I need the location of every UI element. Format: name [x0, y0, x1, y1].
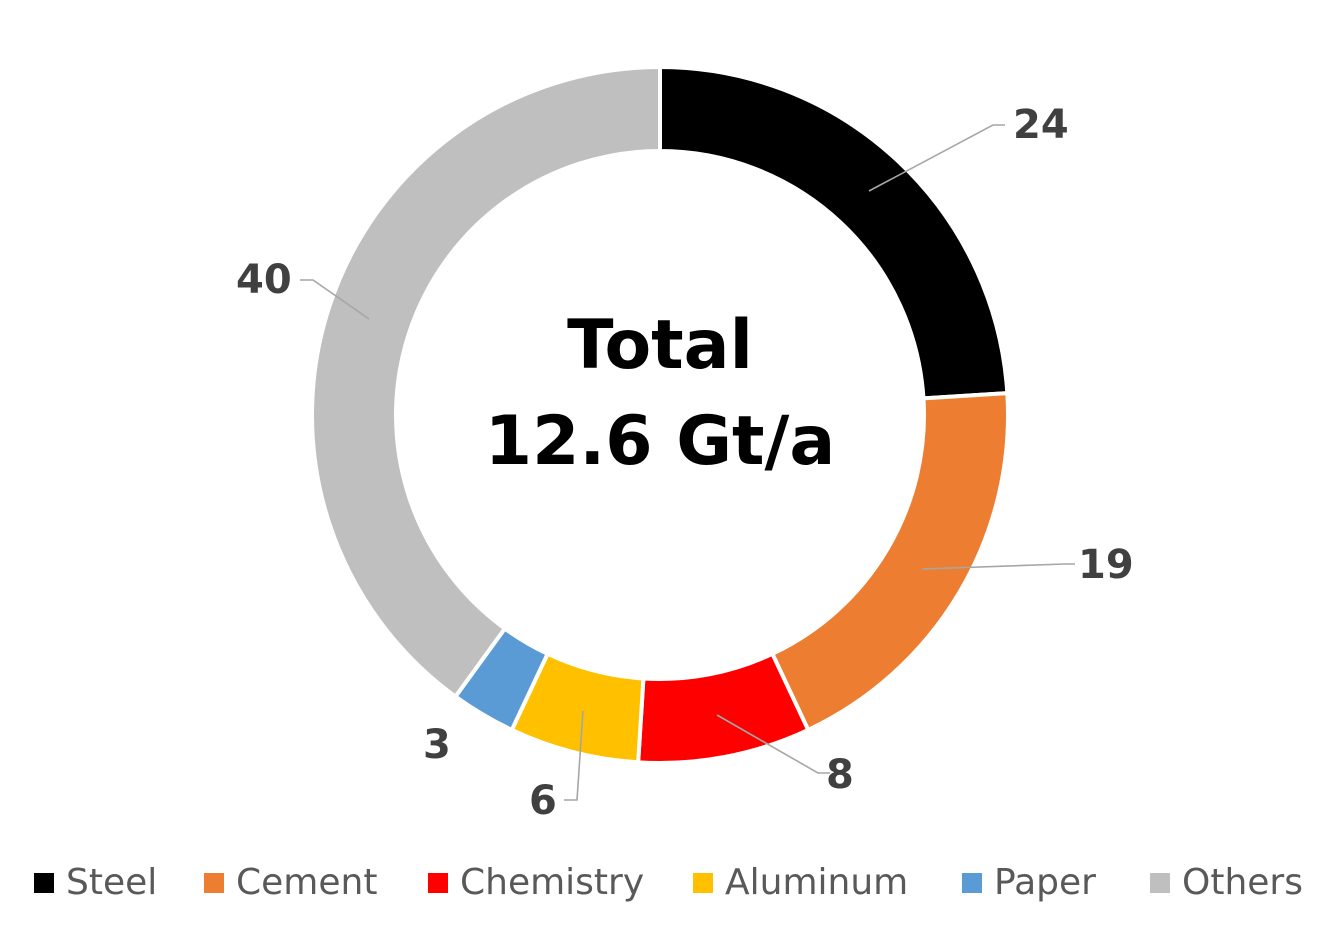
center-total-label: Total [567, 306, 753, 385]
data-label-paper: 3 [423, 722, 451, 768]
legend-label-others: Others [1182, 862, 1303, 903]
leader-line-aluminum [564, 710, 584, 801]
legend-label-steel: Steel [66, 862, 158, 903]
leader-line-chemistry [716, 714, 830, 774]
legend-swatch-aluminum [693, 872, 713, 893]
leader-line-others [300, 279, 370, 320]
donut-slices [310, 64, 1010, 765]
legend-swatch-cement [204, 872, 224, 893]
legend-label-aluminum: Aluminum [725, 862, 909, 903]
legend-swatch-steel [34, 872, 54, 893]
legend-item-aluminum[interactable]: Aluminum [693, 862, 908, 903]
data-label-chemistry: 8 [826, 752, 854, 798]
leader-line-cement [921, 563, 1075, 570]
legend-swatch-paper [962, 872, 982, 893]
leader-line-steel [868, 124, 1005, 192]
legend-label-chemistry: Chemistry [460, 862, 645, 903]
legend-swatch-chemistry [428, 872, 448, 893]
legend-label-paper: Paper [994, 862, 1096, 903]
leader-lines [300, 124, 1075, 801]
legend-item-steel[interactable]: Steel [34, 862, 157, 903]
chart-legend: Steel Cement Chemistry Aluminum Paper Ot… [0, 862, 1331, 908]
legend-label-cement: Cement [236, 862, 378, 903]
center-total-value: 12.6 Gt/a [484, 402, 836, 481]
legend-item-others[interactable]: Others [1150, 862, 1303, 903]
legend-item-paper[interactable]: Paper [962, 862, 1096, 903]
legend-swatch-others [1150, 872, 1170, 893]
legend-item-cement[interactable]: Cement [204, 862, 377, 903]
slice-others[interactable] [310, 64, 662, 700]
data-label-cement: 19 [1078, 542, 1134, 588]
data-label-others: 40 [236, 257, 292, 303]
data-label-aluminum: 6 [529, 778, 557, 824]
legend-item-chemistry[interactable]: Chemistry [428, 862, 644, 903]
data-label-steel: 24 [1013, 102, 1069, 148]
